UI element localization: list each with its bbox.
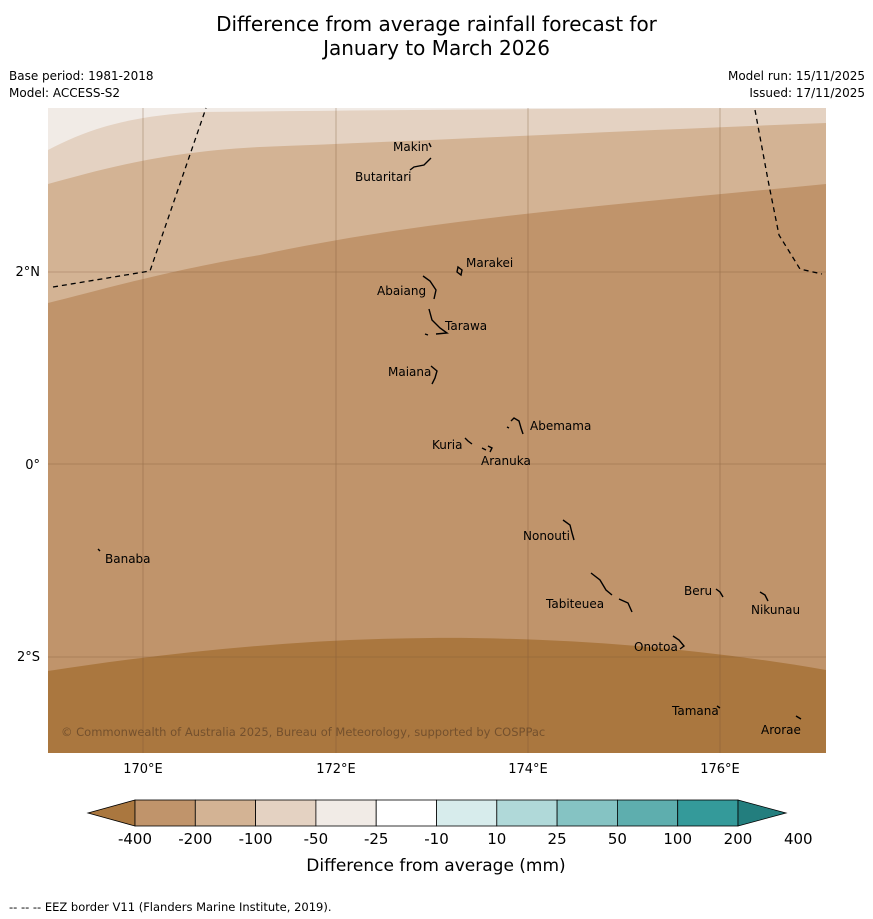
gridlines [48,108,826,753]
colorbar-tick-label: -25 [364,830,389,848]
island-nikunau [759,591,769,602]
colorbar-tick-label: 50 [608,830,627,848]
rainfall-bands [48,108,826,753]
island-label-nonouti: Nonouti [523,529,570,543]
island-label-tabiteuea: Tabiteuea [545,597,604,611]
chart-title: Difference from average rainfall forecas… [0,12,873,60]
lon-label-176e: 176°E [700,762,740,777]
colorbar-arrow-high [737,799,788,827]
island-label-tarawa: Tarawa [444,319,487,333]
colorbar-tick-label: -400 [118,830,152,848]
island-label-maiana: Maiana [388,365,431,379]
island-maiana [430,365,438,385]
island-marakei [456,265,463,277]
colorbar-box [255,799,317,827]
island-tarawa [424,308,449,336]
island-abemama [506,417,524,435]
colorbar-box [677,799,739,827]
island-label-banaba: Banaba [105,552,151,566]
colorbar-box [134,799,196,827]
colorbar-box [617,799,679,827]
model-name: Model: ACCESS-S2 [9,86,121,100]
colorbar-tick-label: 400 [784,830,813,848]
title-line-2: January to March 2026 [323,36,550,60]
colorbar-tick-label: -10 [424,830,449,848]
lon-label-172e: 172°E [316,762,356,777]
meta-right: Model run: 15/11/2025 Issued: 17/11/2025 [728,68,865,102]
colorbar-tick-label: 200 [724,830,753,848]
colorbar-tick-label: 25 [548,830,567,848]
island-aranuka [481,445,493,453]
island-label-onotoa: Onotoa [634,640,678,654]
island-label-marakei: Marakei [466,256,513,270]
colorbar-arrow-low [86,799,136,827]
island-beru [715,588,724,598]
island-label-beru: Beru [684,584,712,598]
island-label-aranuka: Aranuka [481,454,531,468]
island-label-nikunau: Nikunau [751,603,800,617]
colorbar-tick-label: -100 [239,830,273,848]
colorbar-tick-label: 10 [487,830,506,848]
island-label-butaritari: Butaritari [355,170,412,184]
island-makin [428,142,432,148]
eez-border [52,107,823,288]
island-banaba [97,548,101,552]
lon-label-170e: 170°E [123,762,163,777]
longitude-labels: 170°E 172°E 174°E 176°E [123,762,740,777]
copyright-notice: © Commonwealth of Australia 2025, Bureau… [61,725,545,739]
colorbar: -400 -200 -100 -50 -25 -10 10 25 50 100 200 400 [86,799,813,848]
band-minus100 [48,108,826,303]
eez-border-note: -- -- -- EEZ border V11 (Flanders Marine… [9,900,332,914]
island-label-kuria: Kuria [432,438,463,452]
lat-label-2n: 2°N [16,265,41,280]
colorbar-label: Difference from average (mm) [306,856,565,876]
island-labels: Makin Butaritari Marakei Abaiang Tarawa Maian… [105,140,801,737]
island-coastlines [97,142,802,720]
band-minus25 [48,108,826,150]
island-nonouti [562,519,575,541]
island-abaiang [422,275,437,300]
lat-label-0: 0° [25,458,40,473]
latitude-labels: 2°N 0° 2°S [16,265,41,665]
lat-label-2s: 2°S [17,650,40,665]
island-label-abemama: Abemama [530,419,591,433]
island-onotoa [672,635,686,650]
model-run: Model run: 15/11/2025 [727,69,865,83]
meta-left: Base period: 1981-2018 Model: ACCESS-S2 [9,68,154,102]
title-line-1: Difference from average rainfall forecas… [216,12,657,36]
colorbar-box [496,799,558,827]
band-minus50 [48,108,826,184]
island-arorae [795,715,802,720]
colorbar-box [436,799,498,827]
colorbar-tick-label: -50 [304,830,329,848]
issued-date: Issued: 17/11/2025 [749,86,865,100]
island-kuria [464,437,473,445]
colorbar-box [375,799,437,827]
island-tamana [716,705,721,709]
colorbar-box [194,799,257,827]
base-period: Base period: 1981-2018 [9,69,154,83]
island-tabiteuea [590,572,633,613]
island-label-makin: Makin [393,140,429,154]
colorbar-box [556,799,618,827]
colorbar-box [315,799,377,827]
island-butaritari [409,157,432,171]
colorbar-tick-label: 100 [663,830,692,848]
island-label-abaiang: Abaiang [377,284,426,298]
island-label-tamana: Tamana [671,704,719,718]
colorbar-tick-label: -200 [178,830,212,848]
lon-label-174e: 174°E [508,762,548,777]
island-label-arorae: Arorae [761,723,801,737]
